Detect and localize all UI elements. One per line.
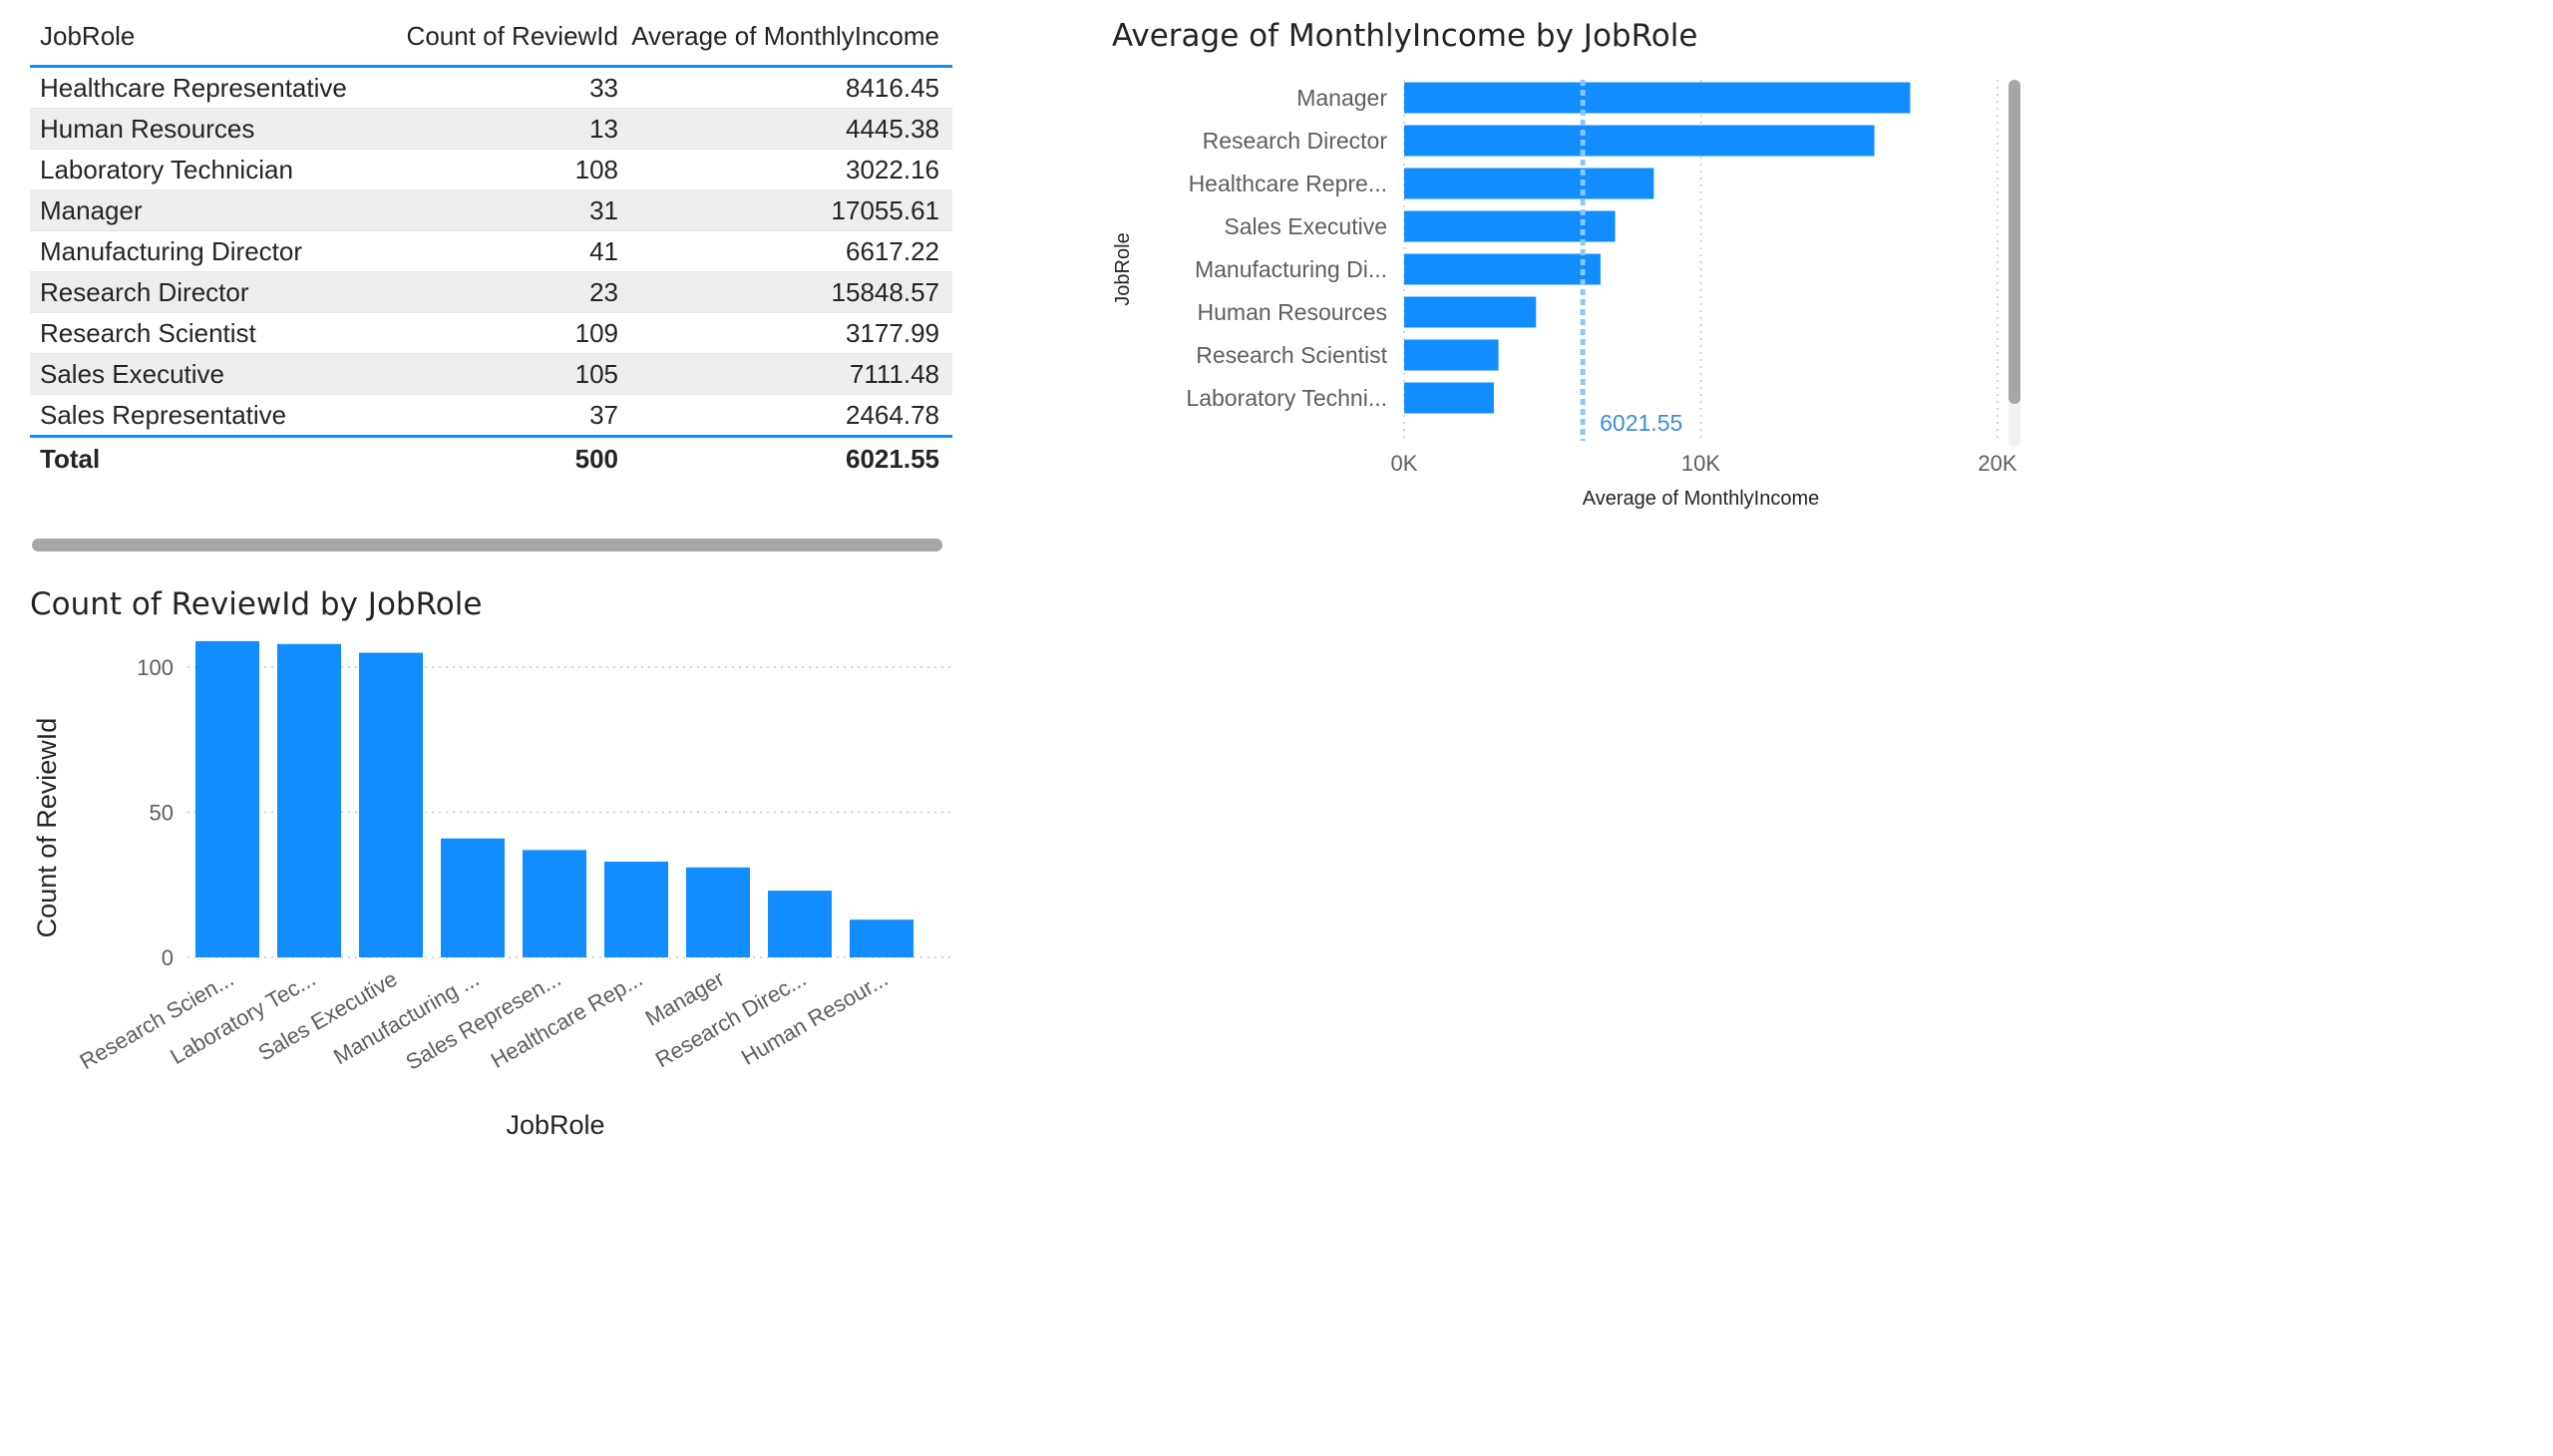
bar	[1404, 210, 1616, 242]
y-category-label: Research Scientist	[1196, 342, 1387, 368]
bar	[359, 652, 423, 957]
x-tick-label: 20K	[1978, 451, 2016, 476]
cell-jobrole: Manager	[40, 194, 143, 225]
bar	[686, 867, 750, 957]
table-row[interactable]: Healthcare Representative 33 8416.45	[30, 68, 952, 109]
header-jobrole[interactable]: JobRole	[40, 21, 136, 51]
y-axis-title: JobRole	[1112, 232, 1134, 305]
bar	[768, 891, 832, 957]
hbar-chart-title: Average of MonthlyIncome by JobRole	[1112, 18, 1698, 54]
bar	[1404, 253, 1601, 285]
y-category-label: Manufacturing Di...	[1195, 256, 1387, 282]
x-tick-label: 10K	[1681, 451, 1720, 476]
bar	[1404, 296, 1537, 328]
scrollbar-thumb	[2008, 80, 2020, 404]
y-category-label: Healthcare Repre...	[1189, 171, 1387, 196]
total-avg: 6021.55	[846, 443, 939, 474]
cell-count: 23	[589, 276, 618, 307]
y-axis-title: Count of ReviewId	[32, 718, 62, 938]
cell-count: 13	[589, 113, 618, 144]
bar	[1404, 168, 1654, 199]
cell-avg: 3177.99	[846, 317, 939, 348]
cell-avg: 15848.57	[831, 276, 939, 307]
y-tick-label: 100	[137, 655, 174, 680]
x-category-label: Healthcare Rep...	[487, 966, 647, 1073]
header-count-reviewid[interactable]: Count of ReviewId	[406, 21, 618, 51]
bar	[441, 838, 505, 957]
y-category-label: Research Director	[1203, 128, 1388, 154]
cell-avg: 3022.16	[846, 154, 939, 184]
bar	[1404, 82, 1911, 114]
cell-avg: 6617.22	[846, 235, 939, 266]
bar	[604, 862, 668, 957]
average-line-label: 6021.55	[1600, 410, 1682, 436]
table-row[interactable]: Research Scientist 109 3177.99	[30, 313, 952, 354]
cell-jobrole: Manufacturing Director	[40, 235, 302, 266]
cell-jobrole: Research Scientist	[40, 317, 256, 348]
total-count: 500	[574, 443, 618, 474]
bar	[1404, 339, 1499, 371]
y-tick-label: 0	[162, 945, 174, 970]
header-avg-monthlyincome[interactable]: Average of MonthlyIncome	[631, 21, 939, 51]
x-category-label: Human Resour...	[737, 966, 892, 1070]
bar	[1404, 125, 1875, 157]
cell-count: 109	[574, 317, 618, 348]
cell-jobrole: Human Resources	[40, 113, 255, 144]
cell-jobrole: Healthcare Representative	[40, 72, 347, 103]
table-row[interactable]: Human Resources 13 4445.38	[30, 109, 952, 150]
avg-income-by-jobrole-chart[interactable]: 0K 10K 20K Manager Research Director Healthca…	[1107, 60, 2044, 529]
bar	[277, 643, 341, 957]
bar	[523, 850, 586, 957]
x-category-label: Sales Executive	[253, 966, 401, 1066]
bar	[850, 919, 913, 957]
y-category-label: Sales Executive	[1224, 213, 1387, 239]
cell-jobrole: Sales Executive	[40, 358, 224, 389]
cell-avg: 2464.78	[846, 399, 939, 430]
x-axis-title: JobRole	[506, 1110, 604, 1140]
y-category-label: Laboratory Techni...	[1186, 385, 1387, 411]
table-total-row: Total 500 6021.55	[30, 435, 952, 480]
x-axis-title: Average of MonthlyIncome	[1583, 488, 1820, 510]
table-row[interactable]: Manufacturing Director 41 6617.22	[30, 231, 952, 272]
x-category-label: Laboratory Tec...	[166, 966, 319, 1069]
cell-count: 33	[589, 72, 618, 103]
jobrole-table[interactable]: JobRole Count of ReviewId Average of Mon…	[30, 8, 952, 556]
y-category-label: Manager	[1296, 85, 1387, 111]
y-category-label: Human Resources	[1198, 299, 1387, 325]
y-tick-label: 50	[150, 801, 174, 826]
table-row[interactable]: Sales Representative 37 2464.78	[30, 395, 952, 435]
horizontal-scrollbar[interactable]	[32, 539, 942, 551]
cell-avg: 7111.48	[849, 358, 939, 389]
cell-count: 108	[574, 154, 618, 184]
cell-avg: 8416.45	[846, 72, 939, 103]
table-row[interactable]: Manager 31 17055.61	[30, 190, 952, 231]
table-row[interactable]: Research Director 23 15848.57	[30, 272, 952, 313]
bar	[1404, 382, 1494, 414]
cell-avg: 17055.61	[831, 194, 939, 225]
cell-avg: 4445.38	[846, 113, 939, 144]
table-header-row: JobRole Count of ReviewId Average of Mon…	[30, 8, 952, 68]
cell-count: 31	[589, 194, 618, 225]
cell-count: 37	[589, 399, 618, 430]
table-row[interactable]: Laboratory Technician 108 3022.16	[30, 150, 952, 190]
cell-jobrole: Sales Representative	[40, 399, 287, 430]
cell-jobrole: Research Director	[40, 276, 249, 307]
vbar-chart-title: Count of ReviewId by JobRole	[30, 586, 483, 622]
cell-count: 41	[589, 235, 618, 266]
total-label: Total	[40, 443, 101, 474]
x-tick-label: 0K	[1391, 451, 1418, 476]
cell-jobrole: Laboratory Technician	[40, 154, 293, 184]
bar	[195, 640, 259, 957]
table-row[interactable]: Sales Executive 105 7111.48	[30, 354, 952, 395]
cell-count: 105	[574, 358, 618, 389]
